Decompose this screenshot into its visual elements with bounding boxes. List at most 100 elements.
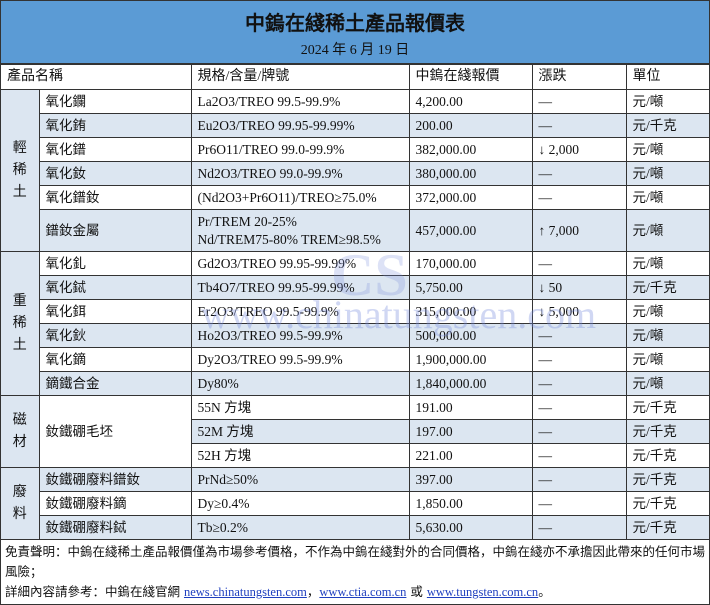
- unit: 元/噸: [625, 299, 709, 324]
- table-row: 氧化鉺 Er2O3/TREO 99.5-99.9% 315,000.00 ↓ 5,00…: [1, 299, 709, 324]
- price: 200.00: [408, 113, 533, 138]
- product-spec: Dy≥0.4%: [190, 491, 410, 516]
- table-row: 氧化鏑 Dy2O3/TREO 99.5-99.9% 1,900,000.00— 元/噸: [1, 347, 709, 372]
- change: ↓ 5,000: [531, 299, 627, 324]
- unit: 元/噸: [625, 209, 709, 252]
- product-name: 氧化鐠釹: [39, 185, 192, 210]
- price: 170,000.00: [408, 251, 533, 276]
- header-change: 漲跌: [531, 64, 627, 90]
- header-spec: 規格/含量/牌號: [190, 64, 410, 90]
- product-spec: Er2O3/TREO 99.5-99.9%: [190, 299, 410, 324]
- unit: 元/噸: [625, 347, 709, 372]
- product-name: 鐠釹金屬: [39, 209, 192, 252]
- unit: 元/噸: [625, 89, 709, 114]
- unit: 元/千克: [625, 443, 709, 468]
- table-row: 輕稀土 氧化鑭 La2O3/TREO 99.5-99.9% 4,200.00— 元/噸: [1, 89, 709, 252]
- change: ↑ 7,000: [531, 209, 627, 252]
- unit: 元/千克: [625, 467, 709, 492]
- table-row: 氧化銪 Eu2O3/TREO 99.95-99.99% 200.00— 元/千克: [1, 113, 709, 138]
- price: 315,000.00: [408, 299, 533, 324]
- product-name: 氧化鉺: [39, 299, 192, 324]
- change: —: [531, 467, 627, 492]
- change: —: [531, 371, 627, 396]
- price: 1,900,000.00: [408, 347, 533, 372]
- product-spec: Pr/TREM 20-25% Nd/TREM75-80% TREM≥98.5%: [190, 209, 410, 252]
- header-price: 中鎢在綫報價: [408, 64, 533, 90]
- product-name: 氧化釹: [39, 161, 192, 186]
- product-spec: PrNd≥50%: [190, 467, 410, 492]
- change: —: [531, 395, 627, 420]
- product-name: 氧化釓: [38, 251, 192, 276]
- table-row: 氧化鐠釹 (Nd2O3+Pr6O11)/TREO≥75.0% 372,000.00—…: [1, 185, 709, 210]
- unit: 元/噸: [625, 371, 709, 396]
- link-ctia[interactable]: www.ctia.com.cn: [319, 585, 407, 599]
- price: 380,000.00: [408, 161, 533, 186]
- price: 382,000.00: [408, 137, 533, 162]
- product-spec: Dy2O3/TREO 99.5-99.9%: [190, 347, 410, 372]
- product-spec: (Nd2O3+Pr6O11)/TREO≥75.0%: [190, 185, 410, 210]
- unit: 元/千克: [625, 419, 709, 444]
- report-date: 2024 年 6 月 19 日: [300, 43, 410, 58]
- table-row: 氧化鈥 Ho2O3/TREO 99.5-99.9% 500,000.00— 元/噸: [1, 323, 709, 348]
- table-row: 氧化釹 Nd2O3/TREO 99.0-99.9% 380,000.00— 元/噸: [1, 161, 709, 186]
- product-name: 釹鐵硼廢料鋱: [39, 515, 192, 540]
- product-name: 鏑鐵合金: [39, 371, 192, 396]
- header-product: 產品名稱: [1, 64, 192, 90]
- product-name: 氧化鑭: [38, 89, 192, 114]
- table-header: 中鎢在綫稀土產品報價表 2024 年 6 月 19 日: [1, 1, 709, 64]
- table-row: 廢料 釹鐵硼廢料鐠釹 PrNd≥50% 397.00— 元/千克: [1, 467, 709, 540]
- header-unit: 單位: [625, 64, 709, 90]
- unit: 元/千克: [625, 113, 709, 138]
- period: 。: [538, 584, 551, 599]
- unit: 元/噸: [625, 185, 709, 210]
- unit: 元/千克: [625, 275, 709, 300]
- unit: 元/噸: [625, 251, 709, 276]
- product-spec: 52M 方塊: [191, 419, 410, 444]
- product-spec: Dy80%: [190, 371, 410, 396]
- spec-line: Nd/TREM75-80% TREM≥98.5%: [197, 231, 381, 247]
- product-spec: Eu2O3/TREO 99.95-99.99%: [190, 113, 410, 138]
- price: 5,750.00: [408, 275, 533, 300]
- product-name: 釹鐵硼毛坯: [38, 395, 192, 468]
- change: —: [531, 491, 627, 516]
- product-name: 釹鐵硼廢料鐠釹: [38, 467, 192, 492]
- change: —: [531, 419, 627, 444]
- price: 191.00: [408, 395, 533, 420]
- change: —: [531, 113, 627, 138]
- change: —: [531, 347, 627, 372]
- product-spec: 52H 方塊: [191, 443, 410, 468]
- change: ↓ 2,000: [531, 137, 627, 162]
- change: —: [531, 251, 627, 276]
- unit: 元/千克: [625, 515, 709, 540]
- product-name: 釹鐵硼廢料鏑: [39, 491, 192, 516]
- link-news-chinatungsten[interactable]: news.chinatungsten.com: [183, 585, 307, 599]
- price: 5,630.00: [408, 515, 533, 540]
- spec-line: Pr/TREM 20-25%: [197, 213, 297, 229]
- table-row: 鏑鐵合金 Dy80% 1,840,000.00— 元/噸: [1, 371, 709, 396]
- table-row: 氧化鋱 Tb4O7/TREO 99.95-99.99% 5,750.00 ↓ 50 元/…: [1, 275, 709, 300]
- group-label: 廢料: [1, 467, 40, 540]
- page-title: 中鎢在綫稀土產品報價表: [245, 13, 465, 35]
- table-row: 氧化鐠 Pr6O11/TREO 99.0-99.9% 382,000.00 ↓ 2,0…: [1, 137, 709, 162]
- price: 500,000.00: [408, 323, 533, 348]
- link-tungsten[interactable]: www.tungsten.com.cn: [426, 585, 539, 599]
- group-label: 磁材: [1, 395, 40, 468]
- change: —: [531, 323, 627, 348]
- details-line: 詳細內容請參考：中鎢在綫官網 news.chinatungsten.com，ww…: [5, 582, 705, 602]
- separator: ，: [306, 584, 320, 599]
- price: 457,000.00: [408, 209, 533, 252]
- table-row: 重稀土 氧化釓 Gd2O3/TREO 99.95-99.99% 170,000.00—…: [1, 251, 709, 396]
- unit: 元/噸: [625, 161, 709, 186]
- separator: 或: [406, 584, 427, 599]
- price: 1,840,000.00: [408, 371, 533, 396]
- table-row: 鐠釹金屬 Pr/TREM 20-25% Nd/TREM75-80% TREM≥98.…: [1, 209, 709, 252]
- product-name: 氧化鏑: [39, 347, 192, 372]
- product-name: 氧化鐠: [39, 137, 192, 162]
- unit: 元/噸: [625, 137, 709, 162]
- table-row: 釹鐵硼廢料鏑 Dy≥0.4% 1,850.00— 元/千克: [1, 491, 709, 516]
- group-label: 輕稀土: [1, 89, 40, 252]
- table-row: 磁材 釹鐵硼毛坯 55N 方塊 191.00— 元/千克: [1, 395, 709, 468]
- price-table: 產品名稱 規格/含量/牌號 中鎢在綫報價 漲跌 單位 輕稀土 氧化鑭 La2O3/T…: [1, 64, 709, 540]
- column-headers: 產品名稱 規格/含量/牌號 中鎢在綫報價 漲跌 單位: [1, 64, 709, 90]
